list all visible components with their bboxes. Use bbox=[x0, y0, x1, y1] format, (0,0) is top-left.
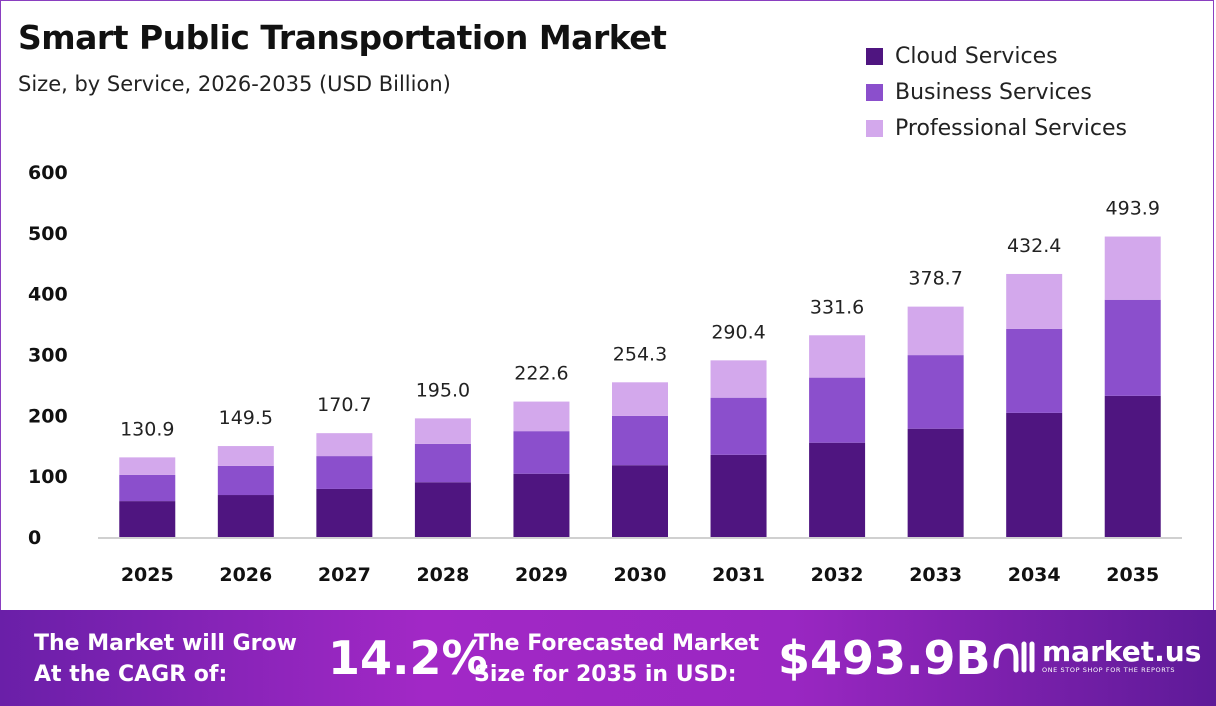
bar-segment bbox=[316, 456, 373, 489]
bar-segment bbox=[414, 482, 471, 537]
y-tick-label: 300 bbox=[28, 345, 68, 367]
legend-swatch bbox=[866, 83, 883, 101]
bar-segment bbox=[414, 443, 471, 483]
x-tick-label: 2025 bbox=[121, 564, 174, 586]
data-label: 493.9 bbox=[1106, 198, 1160, 220]
y-tick-label: 600 bbox=[28, 162, 68, 184]
footer-banner: The Market will Grow At the CAGR of: 14.2… bbox=[0, 610, 1216, 706]
bar-segment bbox=[809, 442, 866, 537]
bar-segment bbox=[316, 433, 373, 457]
market-us-logo: market.us ONE STOP SHOP FOR THE REPORTS bbox=[990, 636, 1201, 676]
data-label: 432.4 bbox=[1007, 235, 1061, 257]
bar-segment bbox=[1104, 299, 1161, 396]
bar-segment bbox=[612, 415, 668, 466]
cagr-label: The Market will Grow At the CAGR of: bbox=[34, 628, 297, 690]
bar-segment bbox=[513, 431, 570, 474]
bar-segment bbox=[217, 495, 274, 537]
bar-segment bbox=[414, 418, 471, 444]
legend-label: Professional Services bbox=[895, 115, 1127, 141]
bar-segment bbox=[513, 473, 570, 537]
x-tick-label: 2029 bbox=[515, 564, 568, 586]
legend-swatch bbox=[866, 119, 883, 137]
bar-segment bbox=[710, 397, 767, 455]
legend-swatch bbox=[866, 47, 883, 65]
data-label: 222.6 bbox=[514, 363, 568, 385]
data-label: 254.3 bbox=[613, 343, 667, 365]
data-label: 290.4 bbox=[711, 321, 765, 343]
bar-segment bbox=[1006, 412, 1063, 537]
bar-segment bbox=[710, 454, 767, 537]
bar-segment bbox=[1104, 395, 1161, 537]
stacked-bar-chart: 0 100 200 300 400 500 600 130.9 2025 149.5 2026 170… bbox=[28, 162, 1182, 586]
bar-segment bbox=[316, 488, 373, 537]
bar-segment bbox=[1104, 236, 1161, 300]
bar-segment bbox=[809, 335, 866, 378]
forecast-label-line: Size for 2035 in USD: bbox=[474, 662, 737, 687]
cagr-value: 14.2% bbox=[328, 631, 488, 685]
cagr-label-line: The Market will Grow bbox=[34, 631, 297, 656]
x-tick-label: 2032 bbox=[811, 564, 864, 586]
y-tick-label: 200 bbox=[28, 405, 68, 427]
bar-segment bbox=[907, 355, 964, 429]
data-label: 331.6 bbox=[810, 296, 864, 318]
chart-subtitle: Size, by Service, 2026-2035 (USD Billion… bbox=[18, 72, 451, 96]
chart-frame bbox=[0, 0, 1214, 610]
bar-segment bbox=[907, 428, 964, 537]
y-tick-label: 500 bbox=[28, 223, 68, 245]
bar-segment bbox=[1006, 328, 1063, 413]
bar-segment bbox=[119, 474, 176, 502]
x-tick-label: 2030 bbox=[614, 564, 667, 586]
data-label: 378.7 bbox=[908, 268, 962, 290]
legend-item-business: Business Services bbox=[866, 74, 1127, 110]
bar-segment bbox=[809, 377, 866, 443]
y-tick-label: 0 bbox=[28, 527, 41, 549]
x-tick-label: 2028 bbox=[416, 564, 469, 586]
bar-segment bbox=[907, 306, 964, 356]
x-tick-label: 2033 bbox=[909, 564, 962, 586]
data-label: 170.7 bbox=[317, 394, 371, 416]
legend-item-professional: Professional Services bbox=[866, 110, 1127, 146]
x-tick-label: 2031 bbox=[712, 564, 765, 586]
bar-segment bbox=[119, 457, 176, 475]
bar-segment bbox=[612, 465, 668, 537]
data-label: 130.9 bbox=[120, 418, 174, 440]
y-tick-label: 100 bbox=[28, 466, 68, 488]
data-label: 149.5 bbox=[219, 407, 273, 429]
data-label: 195.0 bbox=[416, 379, 470, 401]
forecast-label: The Forecasted Market Size for 2035 in US… bbox=[474, 628, 759, 690]
bar-segment bbox=[1006, 273, 1063, 329]
legend: Cloud Services Business Services Profess… bbox=[866, 38, 1127, 146]
y-tick-label: 400 bbox=[28, 284, 68, 306]
x-tick-label: 2026 bbox=[219, 564, 272, 586]
legend-item-cloud: Cloud Services bbox=[866, 38, 1127, 74]
bar-segment bbox=[612, 382, 668, 416]
bar-segment bbox=[217, 465, 274, 496]
legend-label: Business Services bbox=[895, 79, 1092, 105]
bar-segment bbox=[119, 501, 176, 537]
logo-tagline: ONE STOP SHOP FOR THE REPORTS bbox=[1042, 666, 1176, 674]
bar-segment bbox=[217, 446, 274, 466]
x-tick-label: 2034 bbox=[1008, 564, 1061, 586]
x-tick-label: 2027 bbox=[318, 564, 371, 586]
chart-title: Smart Public Transportation Market bbox=[18, 18, 667, 57]
logo-text: market.us bbox=[1042, 635, 1202, 668]
bar-segment bbox=[710, 360, 767, 398]
forecast-label-line: The Forecasted Market bbox=[474, 631, 760, 656]
bar-segment bbox=[513, 401, 570, 432]
x-tick-label: 2035 bbox=[1106, 564, 1159, 586]
cagr-label-line: At the CAGR of: bbox=[34, 662, 228, 687]
forecast-value: $493.9B bbox=[778, 631, 991, 685]
logo-icon bbox=[993, 641, 1035, 673]
legend-label: Cloud Services bbox=[895, 43, 1058, 69]
